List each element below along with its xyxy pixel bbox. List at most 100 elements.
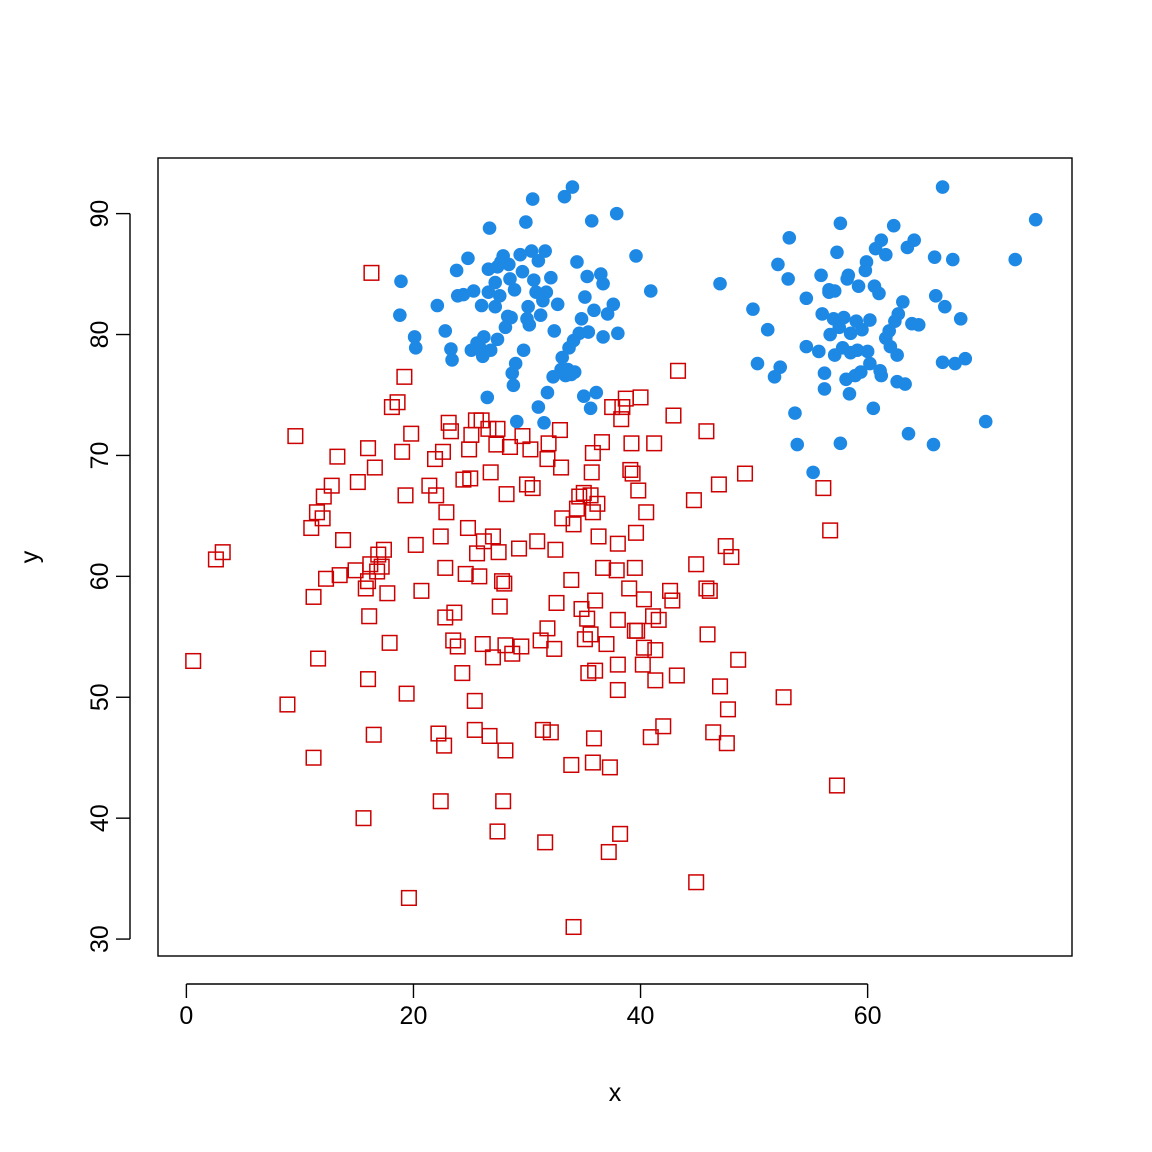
- data-point: [529, 533, 546, 550]
- data-point: [303, 519, 320, 537]
- data-point: [522, 318, 537, 332]
- data-point: [609, 656, 626, 673]
- data-point: [1028, 212, 1043, 227]
- data-point: [466, 721, 483, 738]
- data-point: [488, 275, 503, 290]
- y-tick-label: 30: [86, 925, 114, 953]
- data-point: [477, 330, 491, 344]
- data-point: [400, 889, 417, 907]
- data-point: [812, 344, 826, 359]
- data-point: [638, 504, 655, 521]
- data-point: [650, 611, 667, 628]
- data-point: [287, 428, 304, 445]
- data-point: [609, 611, 626, 628]
- data-point: [609, 535, 626, 552]
- data-point: [490, 332, 505, 347]
- data-point: [622, 461, 639, 478]
- data-point: [664, 592, 681, 609]
- data-point: [571, 488, 588, 505]
- data-point: [579, 610, 596, 627]
- y-axis-title: y: [16, 550, 44, 563]
- data-point: [432, 528, 449, 545]
- data-point: [593, 434, 610, 451]
- data-point: [461, 441, 478, 458]
- data-point: [459, 519, 477, 537]
- data-point: [480, 420, 497, 437]
- data-point: [978, 414, 993, 429]
- data-point: [624, 465, 641, 482]
- data-point: [629, 622, 646, 639]
- data-point: [531, 253, 546, 268]
- series-1: [393, 180, 1043, 480]
- data-point: [438, 504, 455, 521]
- data-point: [584, 214, 599, 228]
- data-point: [596, 276, 610, 291]
- data-point: [590, 528, 607, 545]
- data-point: [484, 649, 501, 666]
- data-point: [850, 343, 865, 358]
- data-point: [432, 793, 449, 810]
- data-point: [945, 252, 960, 267]
- data-point: [565, 516, 582, 533]
- data-point: [503, 272, 517, 286]
- data-point: [214, 544, 231, 561]
- data-point: [574, 312, 589, 326]
- y-tick-label: 70: [86, 442, 114, 470]
- data-point: [799, 339, 814, 354]
- data-point: [488, 299, 503, 314]
- data-point: [474, 298, 489, 313]
- data-point: [491, 598, 508, 615]
- x-tick-label: 0: [179, 1002, 193, 1030]
- data-point: [629, 249, 643, 263]
- data-point: [502, 257, 516, 272]
- data-point: [546, 640, 563, 657]
- data-point: [596, 330, 610, 344]
- data-point: [630, 482, 647, 499]
- data-point: [466, 284, 481, 298]
- data-point: [719, 701, 737, 718]
- data-point: [490, 544, 507, 561]
- data-point: [445, 632, 462, 649]
- data-point: [497, 742, 514, 759]
- x-tick-label: 40: [627, 1002, 655, 1030]
- data-point: [519, 215, 533, 229]
- data-point: [600, 843, 617, 861]
- data-point: [359, 573, 377, 590]
- data-point: [627, 524, 645, 541]
- data-point: [279, 696, 296, 713]
- data-point: [644, 608, 662, 625]
- data-point: [874, 233, 889, 248]
- data-point: [822, 522, 839, 539]
- data-point: [408, 341, 423, 355]
- data-point: [539, 451, 556, 468]
- data-point: [501, 438, 519, 456]
- data-point: [430, 298, 445, 313]
- data-point: [533, 308, 548, 322]
- data-point: [771, 257, 785, 272]
- data-point: [498, 486, 515, 503]
- data-point: [584, 504, 601, 521]
- data-point: [806, 465, 820, 480]
- data-point: [855, 322, 869, 337]
- data-point: [866, 401, 881, 416]
- data-point: [634, 656, 651, 673]
- data-point: [444, 342, 458, 356]
- data-point: [474, 636, 491, 653]
- data-point: [369, 563, 386, 580]
- data-point: [504, 310, 518, 325]
- data-point: [907, 233, 921, 248]
- data-point: [375, 541, 392, 558]
- data-point: [642, 729, 659, 746]
- data-point: [482, 221, 497, 235]
- data-point: [878, 247, 893, 262]
- data-point: [647, 672, 664, 689]
- data-point: [617, 390, 634, 407]
- data-point: [713, 276, 727, 291]
- data-point: [462, 470, 479, 487]
- data-point: [595, 559, 612, 576]
- data-point: [688, 556, 705, 573]
- y-tick-label: 60: [86, 562, 114, 590]
- data-point: [746, 302, 760, 316]
- data-point: [397, 487, 414, 504]
- data-point: [827, 284, 842, 298]
